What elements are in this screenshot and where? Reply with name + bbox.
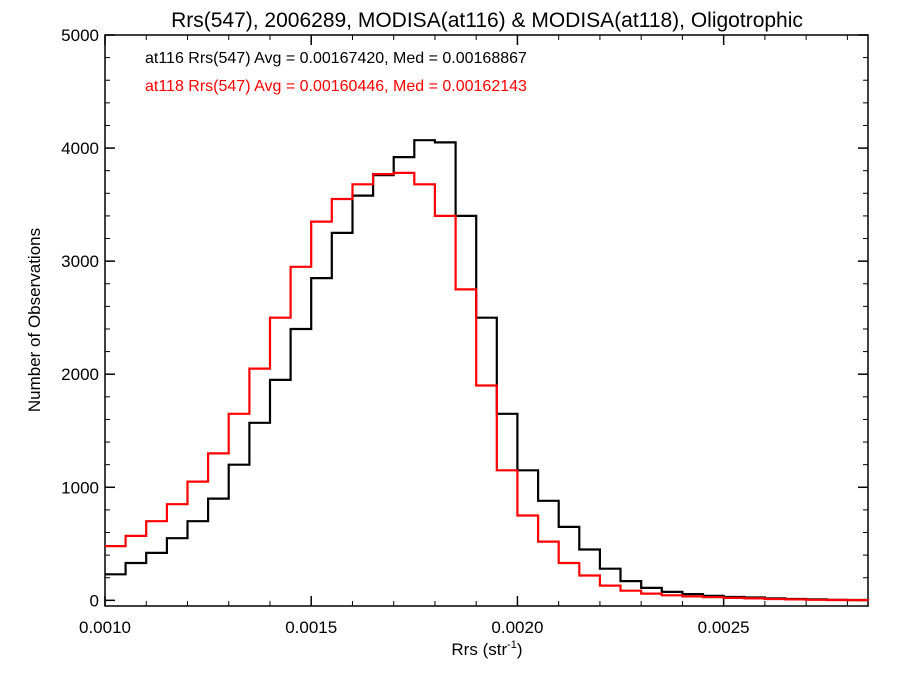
series-at118-line [105, 171, 870, 602]
x-tick-label: 0.0020 [491, 618, 543, 637]
y-tick-label: 3000 [61, 252, 99, 271]
x-axis-label: Rrs (str-1) [451, 639, 522, 659]
series-lines [105, 139, 870, 602]
x-tick-label: 0.0010 [79, 618, 131, 637]
y-axis: 0 1000 2000 3000 4000 5000 [61, 26, 868, 610]
y-tick-label: 0 [90, 591, 99, 610]
y-tick-label: 2000 [61, 365, 99, 384]
plot-frame [104, 34, 869, 607]
annotation-at118: at118 Rrs(547) Avg = 0.00160446, Med = 0… [145, 78, 527, 95]
x-tick-label: 0.0025 [698, 618, 750, 637]
y-tick-label: 5000 [61, 26, 99, 45]
x-axis: 0.0010 0.0015 0.0020 0.0025 [79, 35, 848, 637]
chart-title: Rrs(547), 2006289, MODISA(at116) & MODIS… [171, 9, 803, 32]
x-tick-label: 0.0015 [285, 618, 337, 637]
y-tick-label: 1000 [61, 478, 99, 497]
y-axis-label: Number of Observations [25, 228, 44, 412]
x-axis-label-sup: -1 [507, 639, 517, 651]
x-axis-label-close: ) [517, 640, 523, 659]
y-tick-label: 4000 [61, 139, 99, 158]
annotation-at116: at116 Rrs(547) Avg = 0.00167420, Med = 0… [145, 50, 527, 67]
x-axis-label-base: Rrs (str [451, 640, 507, 659]
series-at116-line [105, 139, 870, 602]
